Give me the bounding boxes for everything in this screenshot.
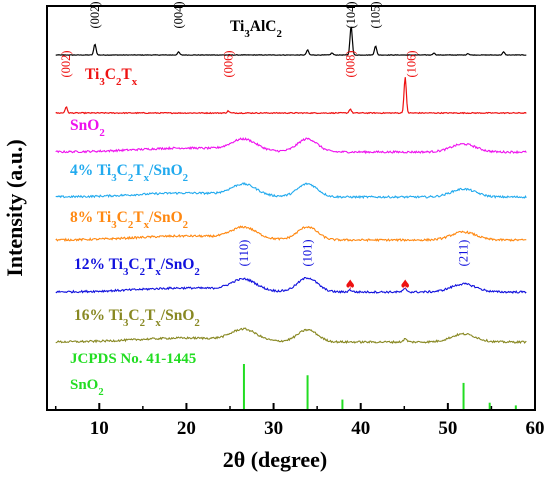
y-axis-label: Intensity (a.u.)	[2, 139, 27, 277]
label-part: 2	[194, 317, 199, 329]
label-part: T	[133, 209, 144, 226]
label-part: 3	[111, 172, 117, 184]
label-part: T	[145, 307, 156, 324]
label-part: /SnO	[160, 256, 195, 273]
label-part: T	[121, 66, 132, 83]
label-part: 16% Ti	[74, 307, 124, 324]
label-part: 3	[123, 266, 129, 278]
label-part: 3	[99, 76, 105, 88]
label-part: C	[117, 209, 128, 226]
series-line-5	[55, 225, 527, 243]
label-part: C	[117, 162, 128, 179]
peak-label-008: (008)	[343, 50, 357, 77]
x-tick-label: 50	[438, 418, 457, 439]
plot-frame	[46, 5, 536, 411]
label-part: AlC	[250, 18, 277, 35]
label-part: T	[133, 162, 144, 179]
series-line-1	[55, 26, 527, 56]
label-part: 2	[128, 172, 133, 184]
peak-label-106: (106)	[404, 50, 418, 77]
label-part: 2	[99, 127, 104, 139]
label-part: C	[128, 307, 139, 324]
peak-label-004: (004)	[172, 1, 186, 28]
label-part: /SnO	[148, 209, 183, 226]
label-part: 3	[244, 28, 250, 40]
series-label-4: 4% Ti3C2Tx/SnO2	[70, 162, 188, 184]
label-part: SnO	[70, 117, 99, 134]
series-label-3: SnO2	[70, 117, 105, 139]
peak-label-101: (101)	[301, 239, 315, 266]
spade-marker: ♠	[344, 278, 356, 293]
label-part: 2	[277, 28, 282, 40]
label-part: C	[128, 256, 139, 273]
label-part: 12% Ti	[74, 256, 124, 273]
label-part: 2	[194, 266, 199, 278]
x-axis-ticks: 10 20 30 40 50 60	[54, 403, 545, 439]
label-part: Ti	[230, 18, 245, 35]
label-part: 2	[183, 219, 188, 231]
label-part: 2	[140, 317, 145, 329]
label-part: 3	[123, 317, 129, 329]
label-part: 8% Ti	[70, 209, 112, 226]
label-part: Ti	[85, 66, 100, 83]
peak-label-110: (110)	[237, 240, 251, 267]
label-part: T	[145, 256, 156, 273]
series-label-2: Ti3C2Tx	[85, 66, 138, 88]
label-part: C	[105, 66, 116, 83]
label-part: 2	[116, 76, 121, 88]
peak-label-002: (002)	[88, 1, 102, 28]
series-line-6	[55, 276, 527, 294]
peak-label-211: (211)	[457, 240, 471, 267]
peak-label-006: (006)	[221, 50, 235, 77]
series-line-7	[55, 327, 527, 345]
series-label-7: 16% Ti3C2Tx/SnO2	[74, 307, 200, 329]
x-tick-label: 20	[177, 418, 196, 439]
label-part: SnO	[70, 377, 98, 393]
reference-label-line2: SnO2	[70, 377, 104, 398]
series-line-4	[55, 181, 527, 200]
x-tick-label: 40	[351, 418, 370, 439]
label-part: 4% Ti	[70, 162, 112, 179]
peak-label-104: (104)	[344, 1, 358, 28]
series-line-3	[55, 137, 527, 155]
label-part: 3	[111, 219, 117, 231]
label-part: /SnO	[160, 307, 195, 324]
label-part: x	[132, 76, 138, 88]
reference-label-line1: JCPDS No. 41-1445	[70, 351, 196, 367]
label-part: x	[144, 172, 150, 184]
series-line-2	[55, 77, 527, 115]
series-label-1: Ti3AlC2	[230, 18, 282, 40]
x-axis-label: 2θ (degree)	[223, 447, 328, 472]
label-part: 2	[140, 266, 145, 278]
label-part: 2	[98, 387, 103, 398]
series-label-6: 12% Ti3C2Tx/SnO2	[74, 256, 200, 278]
spade-marker: ♠	[399, 278, 411, 293]
label-part: x	[155, 317, 161, 329]
peak-label-002: (002)	[59, 50, 73, 77]
label-part: /SnO	[148, 162, 183, 179]
x-tick-label: 30	[264, 418, 283, 439]
label-part: 2	[183, 172, 188, 184]
plot-area: Ti3AlC2(002) (004) (104) (105)Ti3C2Tx(002)(…	[55, 1, 527, 409]
label-part: x	[155, 266, 161, 278]
label-part: 2	[128, 219, 133, 231]
x-tick-label: 10	[90, 418, 109, 439]
x-tick-label: 60	[526, 418, 545, 439]
series-label-5: 8% Ti3C2Tx/SnO2	[70, 209, 188, 231]
peak-label-105: (105)	[369, 1, 383, 28]
label-part: x	[144, 219, 150, 231]
